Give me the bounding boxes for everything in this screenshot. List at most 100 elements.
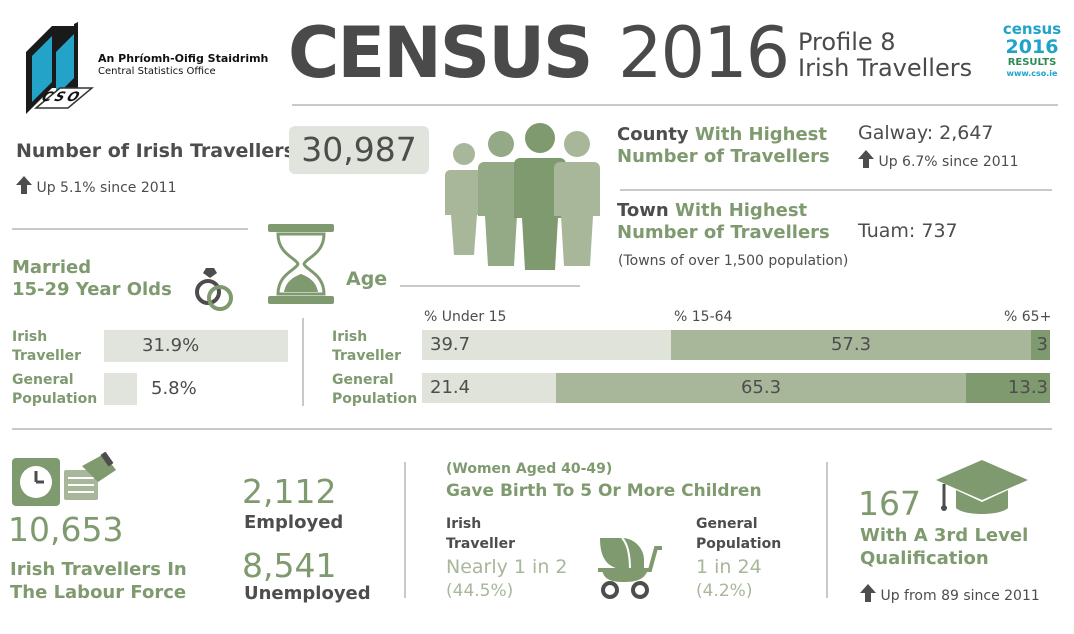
education-change: Up from 89 since 2011 [860, 584, 1040, 604]
org-name-english: Central Statistics Office [98, 66, 216, 77]
age-bar-segment: 3 [1031, 330, 1050, 360]
county-change: Up 6.7% since 2011 [858, 150, 1019, 170]
married-row-label-line2: Population [12, 391, 98, 407]
age-stacked-bar: 21.4 65.3 13.3 [422, 373, 1050, 403]
unemployed-label: Unemployed [244, 583, 371, 604]
married-row-label-line2: Traveller [12, 348, 81, 364]
up-arrow-icon [16, 176, 32, 194]
age-title: Age [346, 268, 388, 290]
county-label-dark: County [617, 124, 689, 145]
badge-census: census [1002, 20, 1062, 38]
married-title-line2: 15-29 Year Olds [12, 279, 172, 300]
married-bar-value: 5.8% [151, 378, 197, 399]
badge-results: RESULTS [1007, 57, 1057, 68]
county-label-green1: With Highest [694, 124, 827, 145]
age-bar-segment: 57.3 [671, 330, 1031, 360]
birth-general-pct: (4.2%) [696, 581, 753, 601]
age-bar-segment: 39.7 [422, 330, 671, 360]
birth-traveller-value: Nearly 1 in 2 [446, 556, 568, 578]
birth-traveller-label1: Irish [446, 516, 482, 532]
divider-vertical-birth [826, 462, 828, 598]
divider-header [292, 104, 1058, 106]
birth-subtitle: (Women Aged 40-49) [446, 461, 613, 477]
birth-traveller-label: Irish Traveller [446, 514, 515, 554]
age-row-label: General Population [332, 371, 417, 409]
education-label-line1: With A 3rd Level [860, 525, 1029, 546]
education-change-text: Up from 89 since 2011 [880, 588, 1040, 604]
title-census: CENSUS [288, 12, 593, 94]
cso-logo: CSO [22, 22, 95, 114]
number-change-text: Up 5.1% since 2011 [36, 180, 177, 196]
married-bar [104, 330, 288, 362]
county-change-text: Up 6.7% since 2011 [878, 154, 1019, 170]
number-value-box: 30,987 [289, 126, 429, 174]
labour-label-line1: Irish Travellers In [10, 559, 187, 580]
education-value: 167 [858, 484, 921, 523]
graduation-cap-icon [936, 460, 1028, 514]
town-value: Tuam: 737 [858, 220, 958, 242]
age-row-label-line1: General [332, 372, 394, 388]
age-row-label-line1: Irish [332, 329, 368, 345]
age-bar-segment: 21.4 [422, 373, 556, 403]
divider-bottom [12, 428, 1052, 430]
birth-general-value: 1 in 24 [696, 556, 762, 578]
married-title-line1: Married [12, 257, 92, 278]
divider-married [12, 228, 248, 230]
labour-value: 10,653 [8, 510, 124, 549]
age-header-15-64: % 15-64 [674, 309, 733, 325]
town-label-dark: Town [617, 200, 669, 221]
married-row-label: Irish Traveller [12, 328, 81, 366]
timeclock-icon [12, 452, 116, 506]
divider-vertical-labour [404, 462, 406, 598]
town-label-green2: Number of Travellers [617, 222, 830, 243]
town-label: Town With Highest Number of Travellers [617, 200, 830, 244]
org-name-irish: An Phríomh-Oifig Staidrimh [98, 52, 269, 65]
county-label-green2: Number of Travellers [617, 146, 830, 167]
number-value: 30,987 [301, 130, 417, 169]
labour-label-line2: The Labour Force [10, 582, 187, 603]
married-title: Married 15-29 Year Olds [12, 257, 172, 301]
number-label: Number of Irish Travellers [16, 140, 295, 162]
education-label: With A 3rd Level Qualification [860, 524, 1028, 570]
unemployed-value: 8,541 [242, 546, 337, 585]
hourglass-icon [268, 224, 334, 304]
age-header-under15: % Under 15 [424, 309, 507, 325]
married-bar [104, 373, 137, 405]
title-year: 2016 [618, 12, 790, 94]
town-label-green1: With Highest [674, 200, 808, 221]
birth-title: Gave Birth To 5 Or More Children [446, 481, 762, 501]
married-row-label: General Population [12, 371, 97, 409]
county-value: Galway: 2,647 [858, 122, 994, 144]
number-change: Up 5.1% since 2011 [16, 176, 177, 196]
pram-icon [598, 537, 662, 599]
married-row-label-line1: General [12, 372, 74, 388]
age-row-label-line2: Traveller [332, 348, 401, 364]
birth-general-label1: General [696, 516, 758, 532]
county-label: County With Highest Number of Travellers [617, 124, 830, 168]
badge-url: www.cso.ie [1006, 69, 1058, 78]
education-label-line2: Qualification [860, 548, 989, 569]
town-note: (Towns of over 1,500 population) [618, 253, 849, 269]
age-row-label-line2: Population [332, 391, 418, 407]
profile-line-2: Irish Travellers [798, 54, 973, 82]
birth-traveller-pct: (44.5%) [446, 581, 514, 601]
divider-county-town [620, 189, 1052, 191]
employed-label: Employed [244, 512, 344, 533]
badge-year: 2016 [1005, 36, 1059, 58]
labour-label: Irish Travellers In The Labour Force [10, 558, 187, 604]
rings-icon [195, 268, 233, 311]
birth-general-label2: Population [696, 536, 782, 552]
employed-value: 2,112 [242, 472, 337, 511]
divider-age [400, 285, 580, 287]
age-bar-segment: 65.3 [556, 373, 966, 403]
age-bar-segment: 13.3 [966, 373, 1050, 403]
married-bar-value: 31.9% [142, 335, 200, 356]
up-arrow-icon [860, 584, 876, 602]
people-icon [445, 123, 600, 270]
census-results-badge: census 2016 RESULTS www.cso.ie [1000, 22, 1064, 92]
age-stacked-bar: 39.7 57.3 3 [422, 330, 1050, 360]
birth-general-label: General Population [696, 514, 781, 554]
cso-logo-icon [26, 22, 95, 114]
up-arrow-icon [858, 150, 874, 168]
profile-line-1: Profile 8 [798, 28, 896, 56]
